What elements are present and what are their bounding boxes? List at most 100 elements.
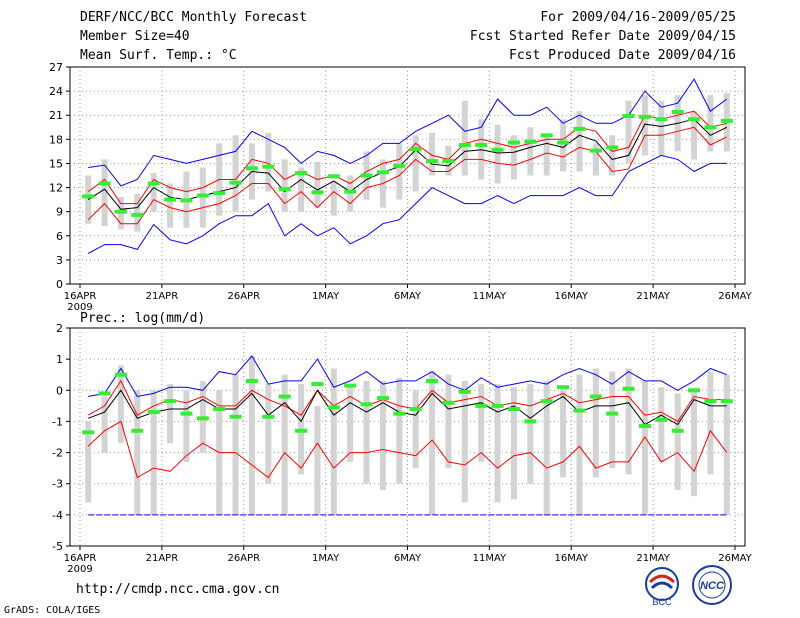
temp-x-tick-label: 11MAY <box>473 291 507 302</box>
prec-y-tick-label: -1 <box>52 415 63 428</box>
prec-line-spread-upper <box>87 379 727 423</box>
temp-marker <box>114 209 127 214</box>
prec-marker <box>688 388 701 393</box>
prec-x-tick-label: 6MAY <box>394 553 422 564</box>
temp-marker <box>376 170 389 175</box>
temp-marker <box>229 180 242 185</box>
prec-range-bar <box>248 356 255 515</box>
prec-range-bar <box>576 374 583 515</box>
temp-marker <box>540 133 553 138</box>
temp-marker <box>426 159 439 164</box>
temp-range-bar <box>527 127 534 176</box>
prec-range-bar <box>510 387 517 500</box>
prec-range-bar <box>461 380 468 503</box>
prec-range-bar <box>167 384 174 444</box>
temp-marker <box>196 193 209 198</box>
temp-marker <box>213 191 226 196</box>
temp-range-bar <box>281 159 288 212</box>
chart-title: DERF/NCC/BCC Monthly Forecast <box>80 10 307 25</box>
temp-marker <box>622 114 635 119</box>
temp-y-tick-label: 15 <box>49 157 63 170</box>
temp-y-tick-label: 27 <box>49 61 63 74</box>
prec-marker <box>131 428 144 433</box>
prec-marker <box>327 405 340 410</box>
prec-marker <box>524 419 537 424</box>
prec-marker <box>557 385 570 390</box>
temp-marker <box>82 194 95 199</box>
ncc-logo-text: NCC <box>700 580 725 592</box>
prec-y-tick-label: 0 <box>56 384 63 397</box>
prec-range-bar <box>691 390 698 497</box>
temp-range-bar <box>560 119 567 172</box>
prec-marker <box>147 410 160 415</box>
prec-y-tick-label: 1 <box>56 353 63 366</box>
prec-line-spread-lower <box>87 420 728 479</box>
temp-marker <box>278 187 291 192</box>
prec-marker <box>229 414 242 419</box>
prec-x-tick-label: 21APR <box>146 553 179 564</box>
temp-y-tick-label: 6 <box>56 230 63 243</box>
temp-marker <box>360 173 373 178</box>
temp-range-bar <box>314 161 321 208</box>
prec-range-bar <box>330 368 337 515</box>
temp-range-bar <box>691 111 698 160</box>
temp-y-tick-label: 9 <box>56 206 63 219</box>
temp-marker <box>180 198 193 203</box>
temp-marker <box>262 164 275 169</box>
temp-range-bar <box>347 175 354 212</box>
prec-marker <box>376 396 389 401</box>
temp-range-bar <box>298 167 305 212</box>
grads-credit: GrADS: COLA/IGES <box>4 605 101 616</box>
temp-line-ens-max <box>87 154 727 254</box>
source-url[interactable]: http://cmdp.ncc.cma.gov.cn <box>76 582 280 597</box>
prec-marker <box>311 382 324 387</box>
temp-range-bar <box>199 167 206 228</box>
temp-marker <box>524 139 537 144</box>
prec-y-tick-label: -2 <box>52 447 63 460</box>
prec-marker <box>213 406 226 411</box>
temp-marker <box>164 197 177 202</box>
prec-y-tick-label: -4 <box>52 509 63 522</box>
prec-marker <box>409 406 422 411</box>
prec-x-tick-label: 26APR <box>227 553 260 564</box>
prec-marker <box>458 389 471 394</box>
prec-x-tick-label: 16APR <box>64 553 97 564</box>
temp-range-bar <box>265 132 272 192</box>
prec-marker <box>262 414 275 419</box>
temp-marker <box>720 118 733 123</box>
prec-marker <box>426 378 439 383</box>
prec-marker <box>638 424 651 429</box>
member-size: Member Size=40 <box>80 29 190 44</box>
prec-range-bar <box>609 371 616 469</box>
temp-marker <box>491 147 504 152</box>
ncc-logo: NCC <box>692 565 732 605</box>
temp-range-bar <box>609 135 616 176</box>
prec-y-tick-label: -3 <box>52 478 63 491</box>
temp-marker <box>573 126 586 131</box>
temp-x-tick-label: 1MAY <box>312 291 340 302</box>
temp-marker <box>638 114 651 119</box>
prec-marker <box>114 372 127 377</box>
prec-range-bar <box>592 368 599 478</box>
prec-x-tick-label: 1MAY <box>312 553 340 564</box>
prec-marker <box>720 399 733 404</box>
temp-range-bar <box>412 135 419 192</box>
temp-marker <box>606 145 619 150</box>
prec-marker <box>622 386 635 391</box>
prec-range-bar <box>560 390 567 478</box>
prec-range-bar <box>117 365 124 444</box>
prec-marker <box>82 430 95 435</box>
temp-range-bar <box>510 135 517 180</box>
prec-range-bar <box>363 380 370 484</box>
temp-range-bar <box>150 173 157 212</box>
temp-range-bar <box>429 132 436 176</box>
prec-x-tick-label: 21MAY <box>636 553 670 564</box>
temp-marker <box>671 110 684 115</box>
prec-range-bar <box>412 390 419 469</box>
temp-range-bar <box>101 159 108 227</box>
forecast-start-date: Fcst Started Refer Date 2009/04/15 <box>469 29 736 44</box>
prec-line-ensemble-mean <box>88 389 727 426</box>
temp-y-tick-label: 24 <box>49 85 63 98</box>
prec-range-bar <box>723 374 730 515</box>
temp-range-bar <box>625 100 632 164</box>
